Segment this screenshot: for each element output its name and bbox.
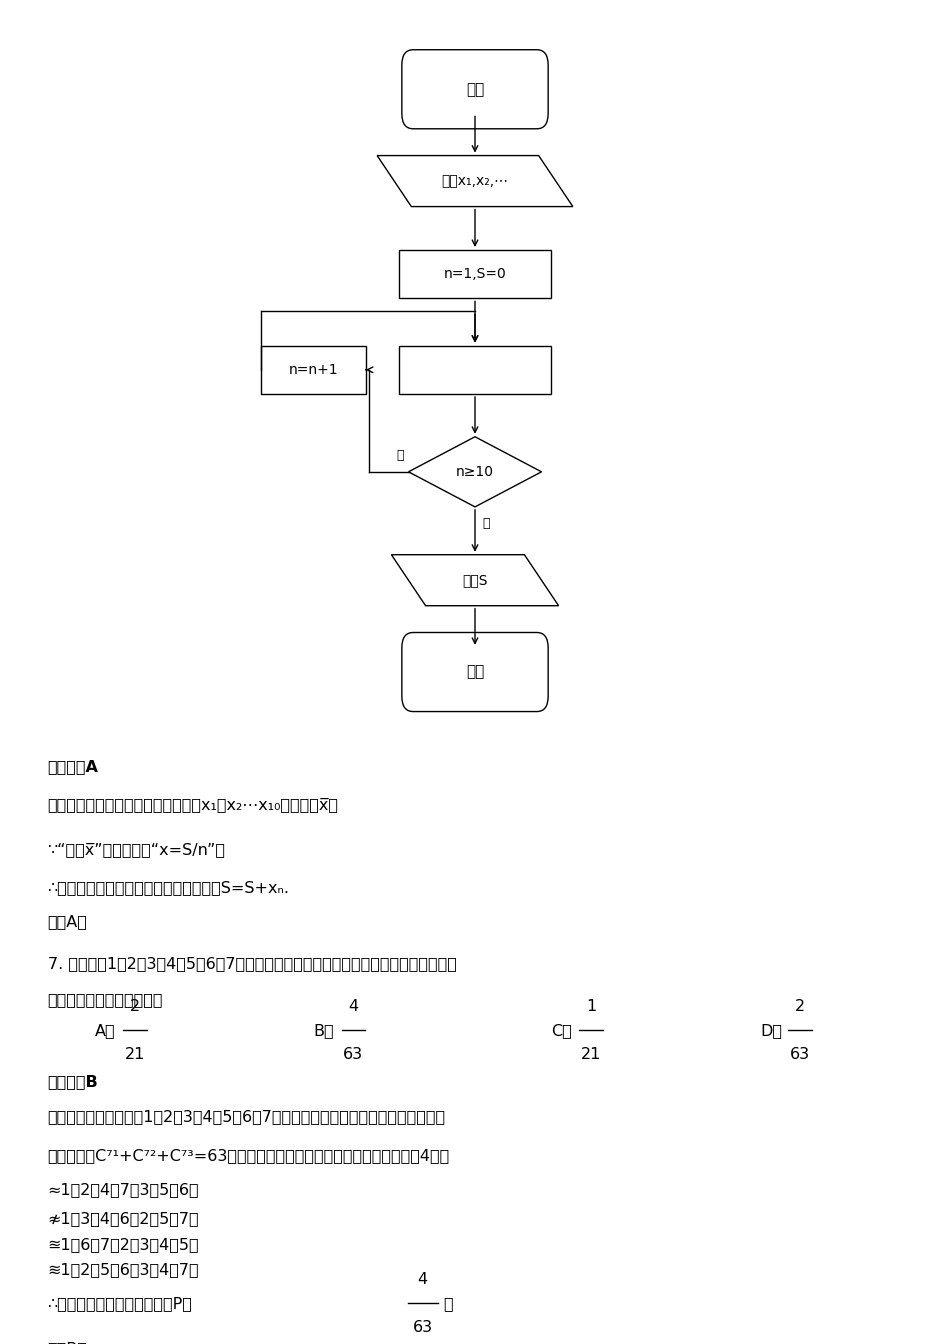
- Text: ∴循环体的功能是累加个样本的値，应为S=S+xₙ.: ∴循环体的功能是累加个样本的値，应为S=S+xₙ.: [48, 880, 290, 895]
- Text: ．: ．: [444, 1296, 453, 1310]
- FancyBboxPatch shape: [399, 250, 551, 298]
- Text: 开始: 开始: [466, 82, 484, 97]
- Text: ≋1，2，5，6；3，4，7．: ≋1，2，5，6；3，4，7．: [48, 1262, 199, 1277]
- Text: 63: 63: [343, 1047, 364, 1062]
- Text: A．: A．: [95, 1023, 116, 1038]
- Text: 结束: 结束: [466, 664, 484, 680]
- FancyBboxPatch shape: [261, 345, 366, 394]
- Polygon shape: [377, 156, 573, 207]
- Text: ≊1，6，7；2，3，4，5．: ≊1，6，7；2，3，4，5．: [48, 1236, 199, 1251]
- Text: ∴两组中各数之和相等的概率P＝: ∴两组中各数之和相等的概率P＝: [48, 1296, 192, 1310]
- Text: 4: 4: [349, 999, 358, 1013]
- Text: 【解析】解：将正整数1，2，3，4，5，6，7随机分成两组，使得每组至少有一个数，: 【解析】解：将正整数1，2，3，4，5，6，7随机分成两组，使得每组至少有一个数…: [48, 1109, 446, 1125]
- Text: 【答案】B: 【答案】B: [48, 1074, 98, 1089]
- Text: 输入x₁,x₂,⋯: 输入x₁,x₂,⋯: [442, 175, 508, 188]
- Polygon shape: [408, 437, 542, 507]
- Text: ≈1，2，4，7；3，5，6．: ≈1，2，4，7；3，5，6．: [48, 1183, 199, 1198]
- Text: 21: 21: [124, 1047, 145, 1062]
- Text: n=1,S=0: n=1,S=0: [444, 267, 506, 281]
- Text: 【答案】A: 【答案】A: [48, 759, 99, 774]
- Text: 21: 21: [580, 1047, 601, 1062]
- Text: 1: 1: [586, 999, 596, 1013]
- FancyBboxPatch shape: [402, 50, 548, 129]
- Text: n=n+1: n=n+1: [289, 363, 338, 376]
- Text: n≥10: n≥10: [456, 465, 494, 478]
- Text: 故选A．: 故选A．: [48, 914, 87, 929]
- Polygon shape: [391, 555, 559, 606]
- Text: 是: 是: [483, 517, 490, 530]
- Text: ∵“输出x̅”的前一步是“x=S/n”，: ∵“输出x̅”的前一步是“x=S/n”，: [48, 841, 225, 856]
- Text: D．: D．: [760, 1023, 782, 1038]
- Text: C．: C．: [551, 1023, 572, 1038]
- Text: 否: 否: [396, 449, 404, 461]
- Text: 故选B．: 故选B．: [48, 1341, 87, 1344]
- Text: 数之和相等的概率是（）．: 数之和相等的概率是（）．: [48, 992, 163, 1007]
- Text: 输出S: 输出S: [463, 573, 487, 587]
- Text: 共有分法：C⁷¹+C⁷²+C⁷³=63种，其中满足两组中各数之和相等的分法如下4种，: 共有分法：C⁷¹+C⁷²+C⁷³=63种，其中满足两组中各数之和相等的分法如下4…: [48, 1148, 449, 1163]
- Text: 4: 4: [418, 1271, 428, 1286]
- FancyBboxPatch shape: [399, 345, 551, 394]
- Text: 2: 2: [130, 999, 140, 1013]
- Text: ≉1，3，4，6；2，5，7．: ≉1，3，4，6；2，5，7．: [48, 1211, 199, 1227]
- Text: 2: 2: [795, 999, 805, 1013]
- Text: 7. 将正整数1，2，3，4，5，6，7随机分成两组，使得每组至少有一个数，则两组中各: 7. 将正整数1，2，3，4，5，6，7随机分成两组，使得每组至少有一个数，则两…: [48, 957, 456, 972]
- Text: 【解析】解：该程序的作用是求样本x₁，x₂⋯x₁₀，平均数x̅，: 【解析】解：该程序的作用是求样本x₁，x₂⋯x₁₀，平均数x̅，: [48, 797, 338, 812]
- Text: B．: B．: [314, 1023, 334, 1038]
- Text: 63: 63: [412, 1320, 433, 1335]
- Text: 63: 63: [789, 1047, 810, 1062]
- FancyBboxPatch shape: [402, 633, 548, 711]
